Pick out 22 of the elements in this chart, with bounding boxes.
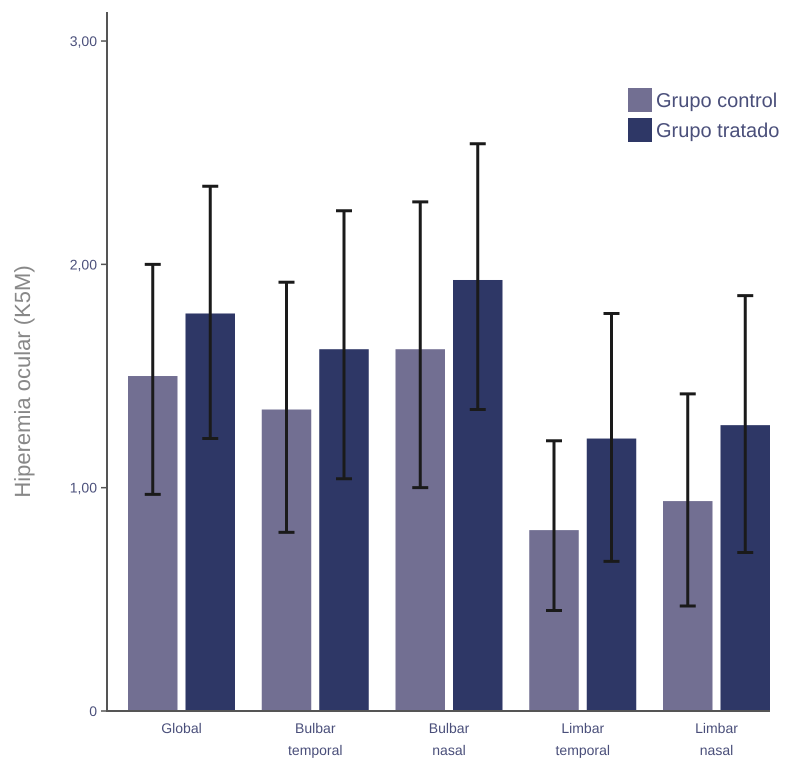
legend-label: Grupo control (656, 90, 778, 112)
bar (128, 376, 178, 711)
legend-label: Grupo tratado (656, 120, 780, 142)
x-tick-label: Bulbar nasal (428, 720, 470, 758)
bar (453, 280, 502, 711)
x-tick-label: Limbar temporal (556, 720, 610, 758)
bar (529, 530, 579, 711)
y-axis-title: Hiperemia ocular (K5M) (10, 265, 35, 498)
y-tick-label: 1,00 (70, 480, 98, 496)
x-tick-label: Bulbar temporal (288, 720, 342, 758)
y-tick-label: 0 (89, 702, 98, 719)
bar (262, 410, 312, 711)
bar (663, 501, 712, 711)
bar (319, 349, 369, 711)
bar (186, 313, 235, 711)
y-tick-label: 2,00 (70, 256, 98, 272)
x-tick-label: Global (161, 720, 202, 736)
bar (396, 349, 445, 711)
bar (586, 438, 636, 711)
bar (720, 425, 770, 711)
y-tick-label: 3,00 (70, 32, 98, 49)
x-tick-label: Limbar nasal (695, 720, 738, 758)
